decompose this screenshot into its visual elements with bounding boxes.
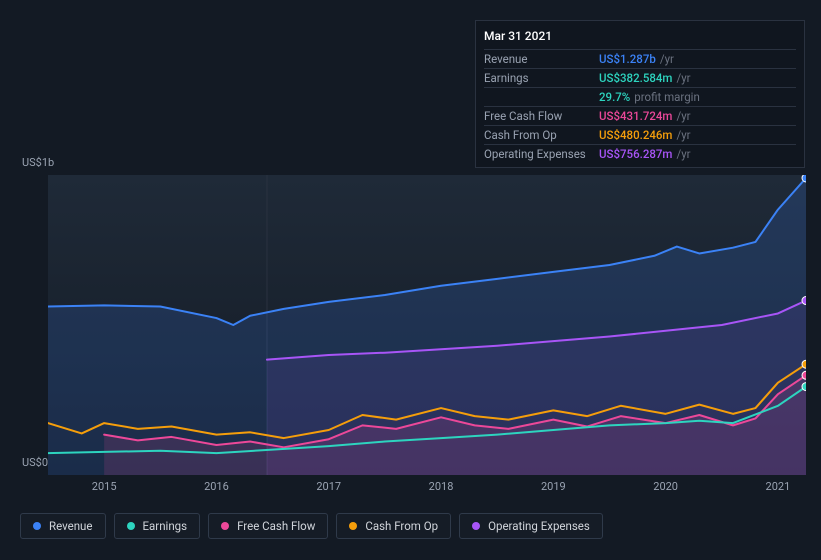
tooltip-row-value: US$431.724m bbox=[599, 109, 672, 123]
tooltip-date: Mar 31 2021 bbox=[484, 27, 796, 49]
legend-color-icon bbox=[127, 522, 135, 530]
legend-color-icon bbox=[33, 522, 41, 530]
x-tick-label: 2021 bbox=[766, 480, 791, 493]
legend-label: Revenue bbox=[49, 519, 93, 533]
legend-item[interactable]: Free Cash Flow bbox=[208, 513, 328, 539]
tooltip-row-label: Free Cash Flow bbox=[484, 109, 599, 123]
x-tick-label: 2017 bbox=[316, 480, 341, 493]
x-tick-label: 2016 bbox=[204, 480, 229, 493]
tooltip-row-label: Earnings bbox=[484, 71, 599, 85]
tooltip-row-extra: 29.7% profit margin bbox=[484, 87, 796, 106]
tooltip-row-value: US$480.246m bbox=[599, 128, 672, 142]
chart-container: { "tooltip": { "title": "Mar 31 2021", "… bbox=[0, 0, 821, 560]
chart-tooltip: Mar 31 2021 RevenueUS$1.287b/yrEarningsU… bbox=[475, 20, 805, 168]
legend-color-icon bbox=[349, 522, 357, 530]
tooltip-row: RevenueUS$1.287b/yr bbox=[484, 49, 796, 68]
legend-item[interactable]: Revenue bbox=[20, 513, 106, 539]
y-axis-top-label: US$1b bbox=[22, 156, 54, 169]
x-tick-label: 2020 bbox=[653, 480, 678, 493]
legend-label: Earnings bbox=[143, 519, 188, 533]
legend-label: Cash From Op bbox=[365, 519, 438, 533]
tooltip-row: Operating ExpensesUS$756.287m/yr bbox=[484, 144, 796, 163]
legend-label: Operating Expenses bbox=[488, 519, 590, 533]
tooltip-extra-value: 29.7% bbox=[599, 90, 630, 104]
x-tick-label: 2015 bbox=[92, 480, 117, 493]
legend-item[interactable]: Operating Expenses bbox=[459, 513, 603, 539]
tooltip-row-unit: /yr bbox=[676, 71, 690, 85]
tooltip-row-value: US$1.287b bbox=[599, 52, 656, 66]
x-axis: 2015 2016 2017 2018 2019 2020 2021 bbox=[48, 480, 806, 496]
financials-chart[interactable] bbox=[48, 175, 806, 475]
tooltip-row-unit: /yr bbox=[660, 52, 674, 66]
legend-item[interactable]: Earnings bbox=[114, 513, 201, 539]
tooltip-row-label: Operating Expenses bbox=[484, 147, 599, 161]
legend-color-icon bbox=[472, 522, 480, 530]
tooltip-extra-label: profit margin bbox=[634, 90, 700, 104]
tooltip-row-value: US$382.584m bbox=[599, 71, 672, 85]
legend-item[interactable]: Cash From Op bbox=[336, 513, 451, 539]
tooltip-row-unit: /yr bbox=[676, 109, 690, 123]
x-tick-label: 2018 bbox=[429, 480, 454, 493]
legend-label: Free Cash Flow bbox=[237, 519, 315, 533]
y-axis-bottom-label: US$0 bbox=[22, 456, 48, 469]
tooltip-row-label: Revenue bbox=[484, 52, 599, 66]
tooltip-row: EarningsUS$382.584m/yr bbox=[484, 68, 796, 87]
x-tick-label: 2019 bbox=[541, 480, 566, 493]
tooltip-row-label: Cash From Op bbox=[484, 128, 599, 142]
legend-color-icon bbox=[221, 522, 229, 530]
chart-legend: Revenue Earnings Free Cash Flow Cash From O… bbox=[20, 513, 603, 539]
tooltip-row-value: US$756.287m bbox=[599, 147, 672, 161]
tooltip-row-unit: /yr bbox=[676, 147, 690, 161]
tooltip-row: Free Cash FlowUS$431.724m/yr bbox=[484, 106, 796, 125]
tooltip-row: Cash From OpUS$480.246m/yr bbox=[484, 125, 796, 144]
tooltip-row-unit: /yr bbox=[676, 128, 690, 142]
